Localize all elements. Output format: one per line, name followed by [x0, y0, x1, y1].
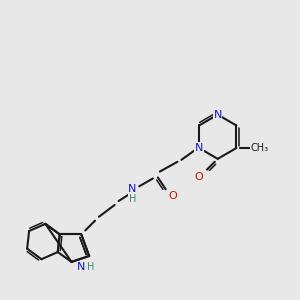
Text: N: N [214, 110, 222, 120]
Text: H: H [87, 262, 95, 272]
Text: N: N [195, 143, 203, 153]
Text: O: O [168, 191, 177, 201]
Text: O: O [195, 172, 203, 182]
Text: H: H [129, 194, 136, 204]
Text: N: N [77, 262, 86, 272]
Text: CH₃: CH₃ [251, 143, 269, 153]
Text: N: N [128, 184, 136, 194]
